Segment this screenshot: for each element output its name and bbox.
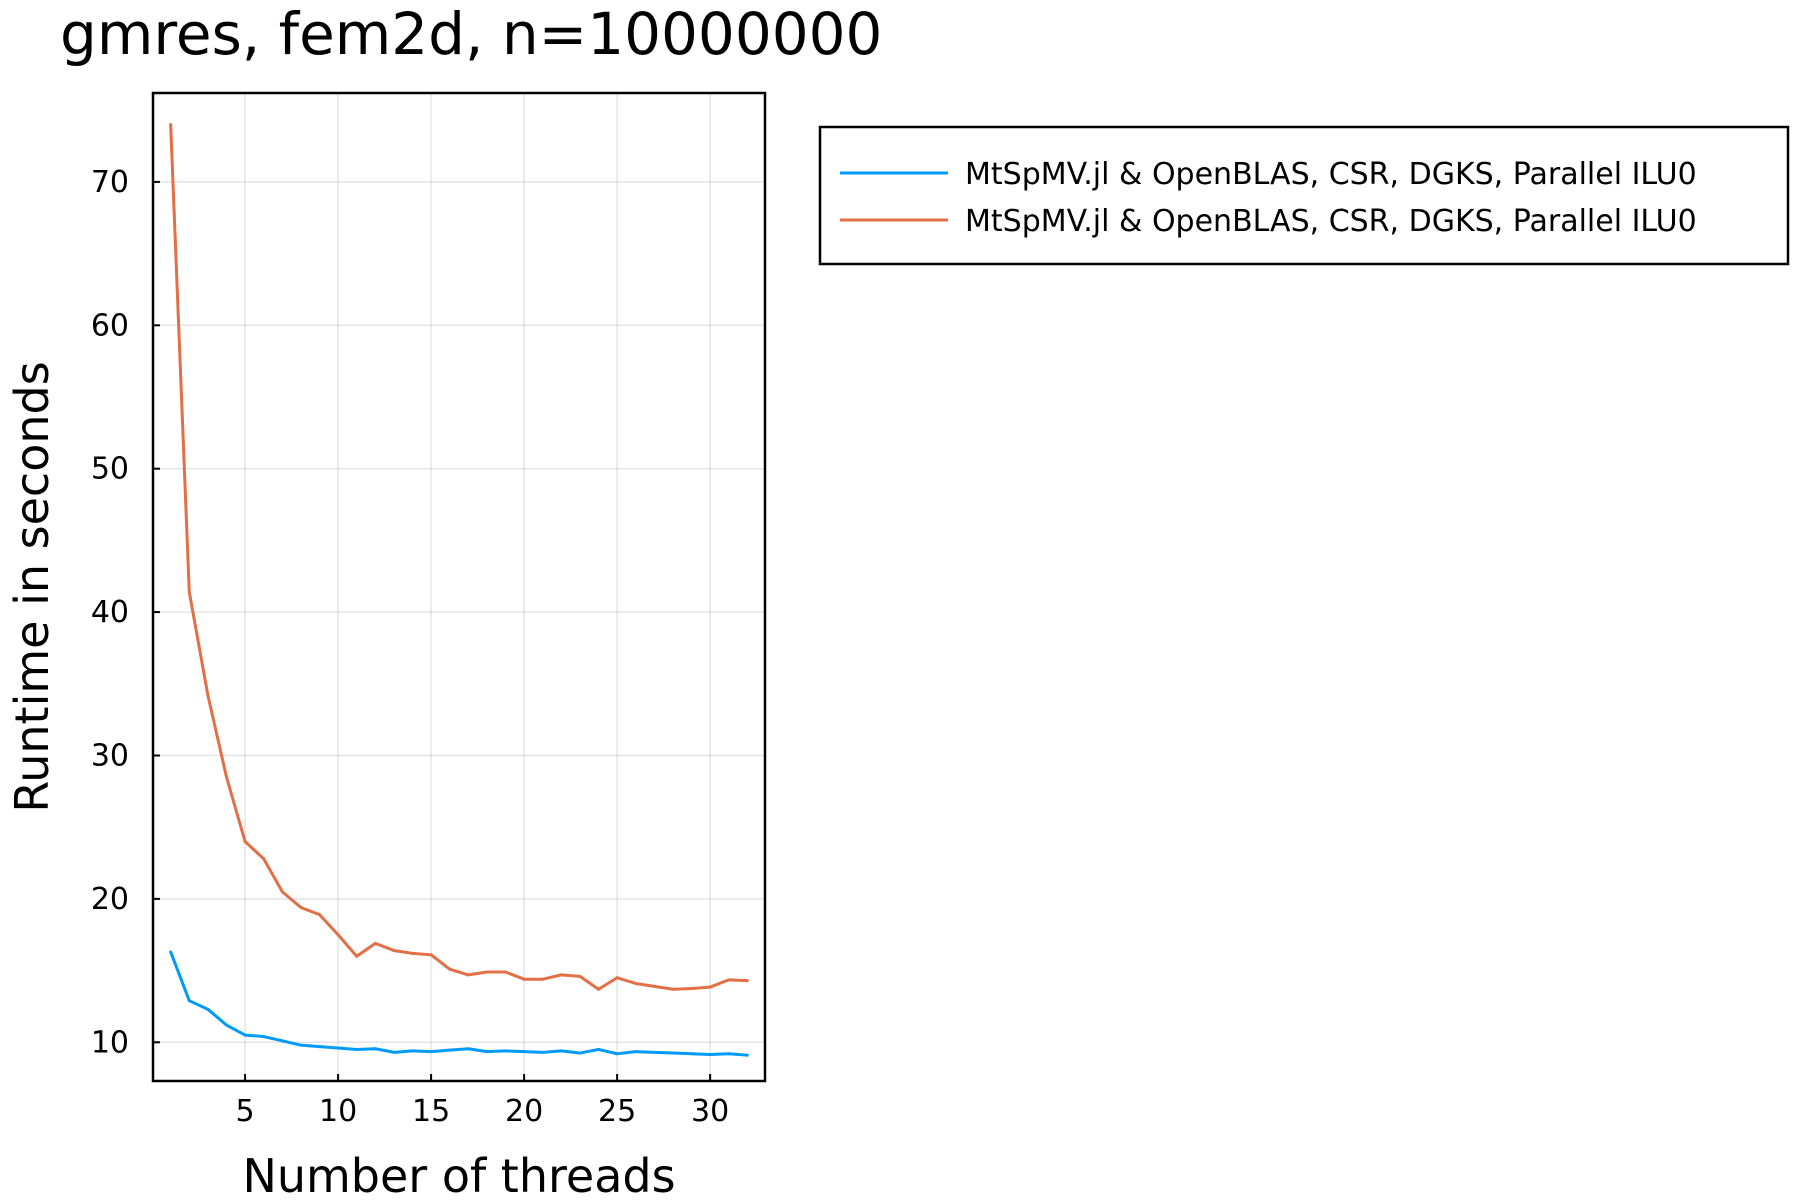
series-1-point — [373, 1047, 377, 1051]
x-tick-label: 5 — [236, 1094, 255, 1129]
series-1-point — [280, 1039, 284, 1043]
series-1-point — [541, 1050, 545, 1054]
series-1 — [169, 950, 749, 1057]
y-axis-ticks: 10 20 30 40 50 60 70 — [91, 165, 160, 1060]
series-1-point — [690, 1052, 694, 1056]
y-tick-label: 30 — [91, 738, 129, 773]
series-2-point — [541, 977, 545, 981]
series-2 — [169, 123, 749, 991]
series-2-point — [615, 976, 619, 980]
series-2-point — [466, 973, 470, 977]
series-2-point — [336, 933, 340, 937]
series-2-point — [392, 949, 396, 953]
series-1-point — [504, 1049, 508, 1053]
series-2-point — [243, 840, 247, 844]
series-1-point — [578, 1051, 582, 1055]
x-axis-label: Number of threads — [242, 1149, 675, 1200]
series-2-point — [671, 987, 675, 991]
series-2-point — [280, 890, 284, 894]
series-2-point — [652, 984, 656, 988]
series-1-point — [559, 1049, 563, 1053]
series-1-point — [355, 1047, 359, 1051]
series-1-point — [615, 1052, 619, 1056]
series-2-point — [299, 905, 303, 909]
series-1-point — [727, 1052, 731, 1056]
series-1-point — [262, 1035, 266, 1039]
legend-item-1: MtSpMV.jl & OpenBLAS, CSR, DGKS, Paralle… — [840, 157, 1697, 192]
series-2-point — [224, 775, 228, 779]
series-1-point — [634, 1050, 638, 1054]
y-tick-label: 50 — [91, 452, 129, 487]
series-2-point — [634, 981, 638, 985]
series-2-point — [578, 974, 582, 978]
series-2-point — [429, 953, 433, 957]
series-1-point — [299, 1043, 303, 1047]
series-2-line — [169, 124, 748, 991]
y-tick-label: 20 — [91, 882, 129, 917]
series-1-point — [206, 1007, 210, 1011]
series-2-point — [262, 857, 266, 861]
x-tick-label: 30 — [691, 1094, 729, 1129]
series-1-point — [336, 1046, 340, 1050]
series-1-point — [429, 1050, 433, 1054]
series-1-point — [392, 1050, 396, 1054]
series-1-point — [522, 1050, 526, 1054]
series-1-point — [745, 1053, 749, 1057]
series-1-point — [652, 1050, 656, 1054]
y-tick-label: 40 — [91, 595, 129, 630]
series-1-point — [243, 1033, 247, 1037]
plot-area-frame — [151, 91, 767, 1083]
series-2-point — [708, 985, 712, 989]
series-2-point — [206, 693, 210, 697]
series-1-point — [671, 1051, 675, 1055]
series-1-point — [448, 1048, 452, 1052]
series-layer — [169, 123, 749, 1057]
series-1-point — [410, 1049, 414, 1053]
legend-label: MtSpMV.jl & OpenBLAS, CSR, DGKS, Paralle… — [965, 204, 1697, 239]
series-1-point — [317, 1045, 321, 1049]
series-2-point — [355, 954, 359, 958]
series-2-point — [187, 590, 191, 594]
y-axis-label: Runtime in seconds — [5, 361, 59, 812]
legend-box — [818, 125, 1790, 266]
series-2-point — [169, 123, 173, 127]
series-1-point — [708, 1052, 712, 1056]
legend: MtSpMV.jl & OpenBLAS, CSR, DGKS, Paralle… — [818, 125, 1790, 266]
series-1-point — [485, 1050, 489, 1054]
y-tick-label: 60 — [91, 308, 129, 343]
x-tick-label: 10 — [319, 1094, 357, 1129]
series-1-point — [597, 1047, 601, 1051]
y-tick-label: 10 — [91, 1025, 129, 1060]
series-2-point — [448, 967, 452, 971]
series-2-point — [410, 951, 414, 955]
series-2-point — [373, 941, 377, 945]
legend-label: MtSpMV.jl & OpenBLAS, CSR, DGKS, Paralle… — [965, 157, 1697, 192]
series-2-point — [504, 970, 508, 974]
series-2-point — [317, 913, 321, 917]
series-2-point — [690, 987, 694, 991]
series-2-point — [597, 987, 601, 991]
series-1-line — [169, 951, 748, 1057]
series-1-point — [169, 950, 173, 954]
series-1-point — [224, 1023, 228, 1027]
legend-item-2: MtSpMV.jl & OpenBLAS, CSR, DGKS, Paralle… — [840, 204, 1697, 239]
series-2-point — [559, 973, 563, 977]
x-tick-label: 20 — [505, 1094, 543, 1129]
series-2-point — [485, 970, 489, 974]
series-1-point — [466, 1047, 470, 1051]
gridlines — [153, 93, 765, 1081]
legend-items: MtSpMV.jl & OpenBLAS, CSR, DGKS, Paralle… — [840, 157, 1697, 239]
chart-title: gmres, fem2d, n=10000000 — [60, 0, 882, 68]
x-axis-ticks: 5 10 15 20 25 30 — [236, 1074, 729, 1129]
series-1-point — [187, 999, 191, 1003]
x-tick-label: 15 — [412, 1094, 450, 1129]
series-2-point — [745, 979, 749, 983]
series-2-point — [522, 977, 526, 981]
series-2-point — [727, 978, 731, 982]
x-tick-label: 25 — [598, 1094, 636, 1129]
y-tick-label: 70 — [91, 165, 129, 200]
